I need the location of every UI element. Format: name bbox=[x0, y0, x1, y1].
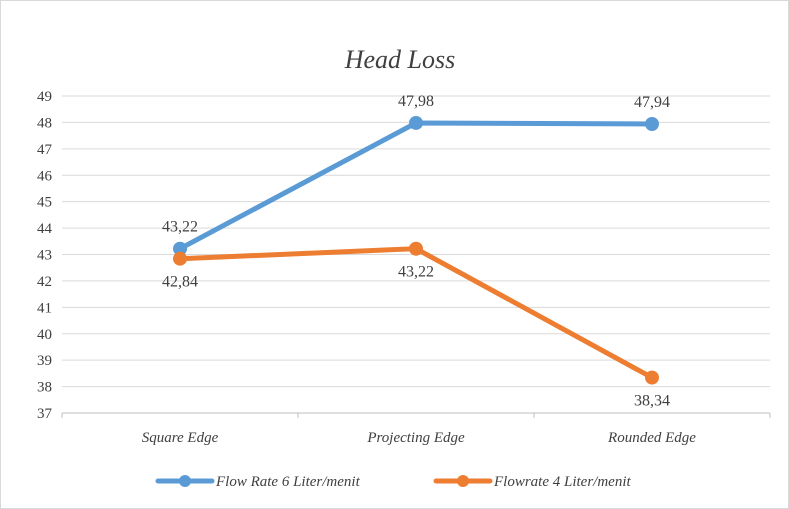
y-tick-label: 47 bbox=[37, 142, 53, 158]
legend-marker bbox=[457, 475, 469, 487]
data-point bbox=[173, 241, 187, 256]
data-point bbox=[173, 251, 187, 266]
x-category-label: Square Edge bbox=[142, 430, 219, 446]
x-axis: Square Edge Projecting Edge Rounded Edge bbox=[61, 412, 771, 446]
legend-label: Flowrate 4 Liter/menit bbox=[493, 474, 631, 490]
legend: Flow Rate 6 Liter/menit Flowrate 4 Liter/… bbox=[155, 474, 631, 490]
y-axis-tick-labels: 37 38 39 40 41 42 43 44 45 46 47 48 49 bbox=[37, 89, 53, 422]
data-point bbox=[409, 241, 423, 256]
data-point bbox=[645, 117, 659, 132]
x-category-label: Projecting Edge bbox=[366, 430, 465, 446]
y-tick-label: 39 bbox=[37, 353, 52, 369]
y-tick-label: 48 bbox=[37, 115, 52, 131]
data-label: 47,98 bbox=[398, 93, 434, 110]
y-tick-label: 42 bbox=[37, 274, 52, 290]
y-tick-label: 45 bbox=[37, 195, 52, 211]
data-label: 43,22 bbox=[162, 219, 198, 236]
legend-item-2: Flowrate 4 Liter/menit bbox=[433, 474, 631, 490]
y-tick-label: 41 bbox=[37, 300, 52, 316]
y-tick-label: 37 bbox=[37, 406, 53, 422]
x-category-label: Rounded Edge bbox=[607, 430, 696, 446]
data-label: 47,94 bbox=[634, 94, 670, 111]
legend-item-1: Flow Rate 6 Liter/menit bbox=[155, 474, 361, 490]
y-tick-label: 43 bbox=[37, 248, 52, 264]
data-label: 42,84 bbox=[162, 274, 198, 291]
data-label: 38,34 bbox=[634, 393, 670, 410]
data-point bbox=[409, 115, 423, 130]
series-1: 43,22 47,98 47,94 bbox=[162, 93, 670, 256]
y-tick-label: 44 bbox=[37, 221, 53, 237]
legend-label: Flow Rate 6 Liter/menit bbox=[215, 474, 361, 490]
y-tick-label: 40 bbox=[37, 327, 52, 343]
y-tick-label: 49 bbox=[37, 89, 52, 105]
data-point bbox=[645, 370, 659, 385]
series-2: 42,84 43,22 38,34 bbox=[162, 241, 670, 410]
chart-title: Head Loss bbox=[344, 45, 456, 74]
y-tick-label: 46 bbox=[37, 168, 53, 184]
gridlines bbox=[62, 95, 770, 388]
legend-marker bbox=[179, 475, 191, 487]
series-group: 43,22 47,98 47,94 42,84 43,22 38,34 bbox=[162, 93, 670, 410]
series-line bbox=[177, 120, 655, 252]
data-label: 43,22 bbox=[398, 264, 434, 281]
y-tick-label: 38 bbox=[37, 380, 52, 396]
